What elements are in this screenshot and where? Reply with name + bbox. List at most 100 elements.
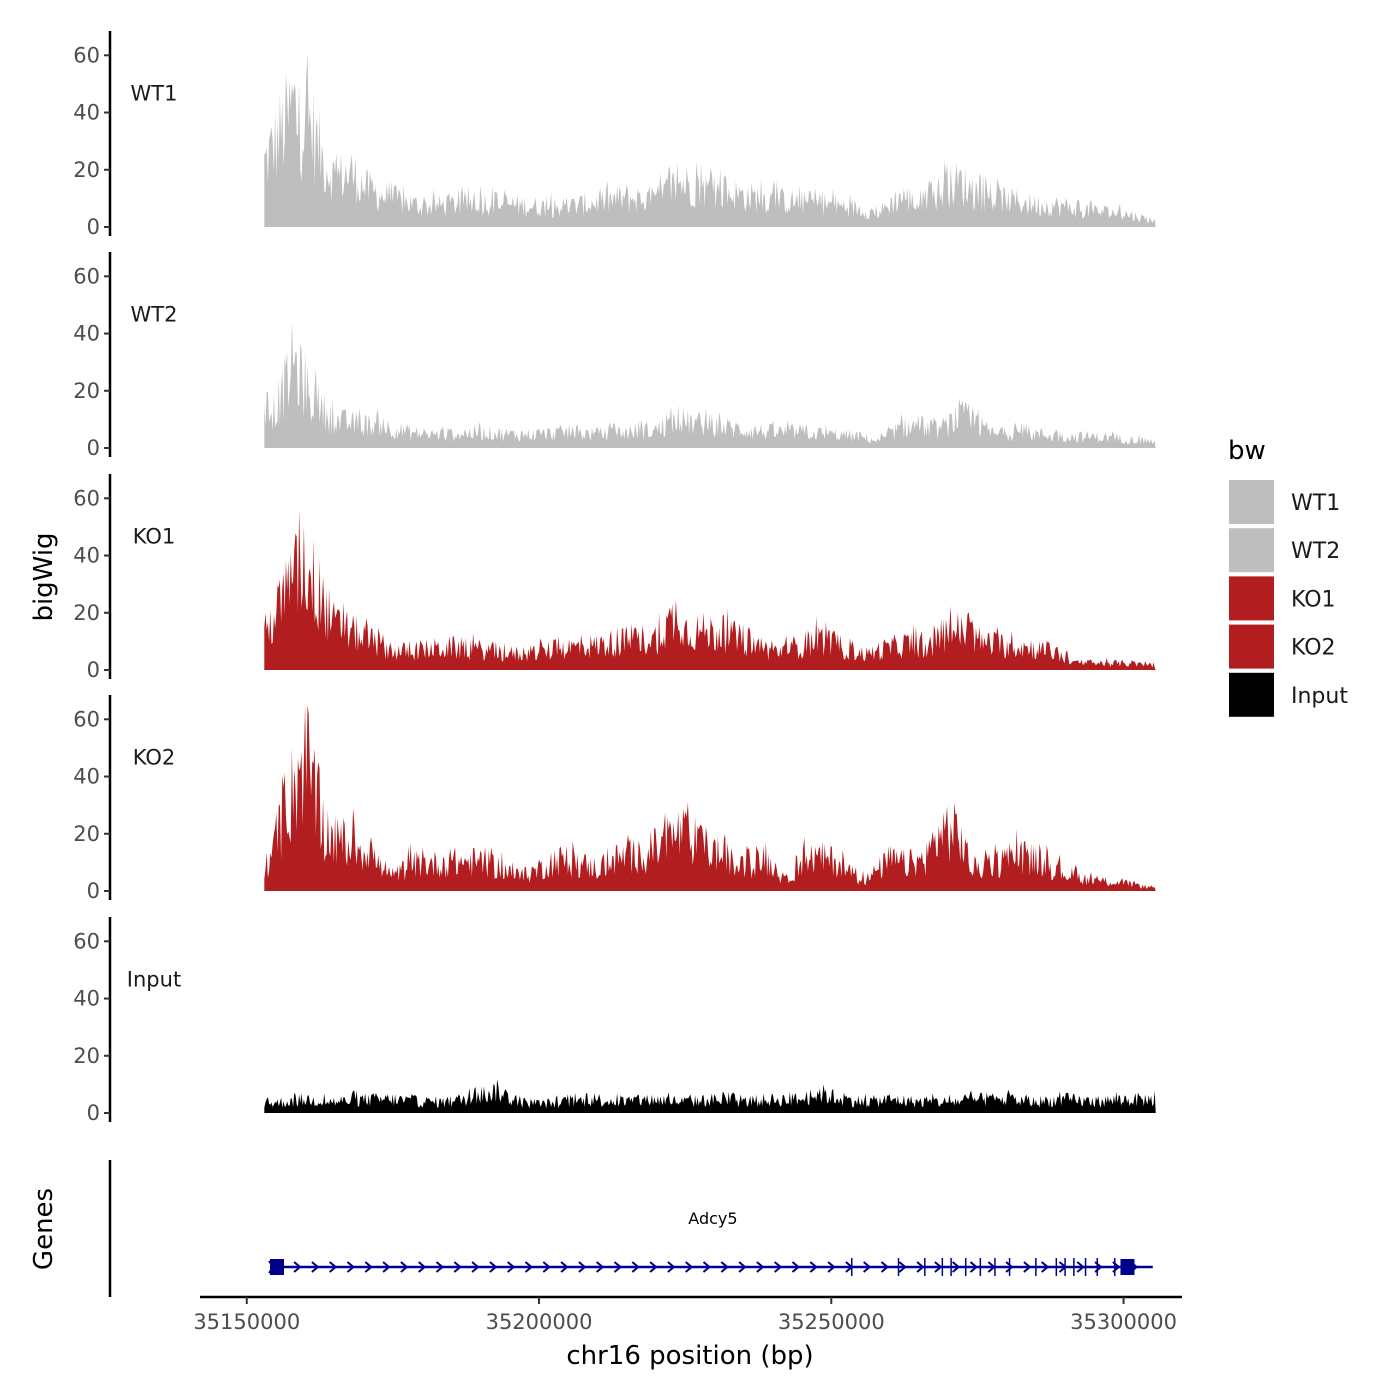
legend-label: WT2 [1291,539,1340,564]
strand-arrow [685,1261,694,1273]
gene-adcy5: Adcy5 [268,1209,1153,1276]
y-tick-label: 60 [73,707,100,731]
legend: WT1 WT2 KO1 KO2 Input [1229,480,1348,717]
gene-track-title: Genes [29,1188,59,1270]
strand-arrow [1005,1261,1014,1273]
strand-arrow [809,1261,818,1273]
strand-arrow [1076,1261,1085,1273]
y-tick-label: 40 [73,101,100,125]
strand-arrow [631,1261,640,1273]
y-tick-label: 60 [73,43,100,67]
strand-arrow [364,1261,373,1273]
track-label-wt2: WT2 [131,303,178,327]
strand-arrow [596,1261,605,1273]
strand-arrow [774,1261,783,1273]
strand-arrow [418,1261,427,1273]
legend-swatch [1229,480,1274,524]
track-label-ko2: KO2 [133,746,176,770]
x-tick-label: 35200000 [486,1310,593,1334]
y-tick-label: 20 [73,1044,100,1068]
y-tick-label: 60 [73,486,100,510]
strand-arrow [560,1261,569,1273]
y-tick-label: 0 [87,879,100,903]
legend-label: KO1 [1291,587,1336,612]
strand-arrow [382,1261,391,1273]
y-axis-title: bigWig [29,532,59,621]
strand-arrow [311,1261,320,1273]
y-tick-label: 40 [73,544,100,568]
track-wt2: 0 20 40 60 WT2 [73,252,1156,460]
legend-swatch [1229,576,1274,621]
exon [269,1259,284,1275]
strand-arrow [471,1261,480,1273]
y-tick-label: 20 [73,379,100,403]
x-axis-title: chr16 position (bp) [566,1341,813,1371]
y-tick-label: 20 [73,601,100,625]
strand-arrow [916,1261,925,1273]
x-tick-label: 35250000 [778,1310,885,1334]
track-wt1: 0 20 40 60 WT1 [73,31,1156,239]
strand-arrow [898,1261,907,1273]
strand-arrow [738,1261,747,1273]
strand-arrow [827,1261,836,1273]
y-tick-label: 60 [73,264,100,288]
legend-title: bw [1228,436,1266,466]
strand-arrow [346,1261,356,1273]
track-label-ko1: KO1 [133,525,176,549]
y-tick-label: 20 [73,158,100,182]
strand-arrow [1041,1261,1050,1273]
legend-item-wt1: WT1 [1229,480,1340,524]
strand-arrow [329,1261,338,1273]
legend-swatch [1229,528,1274,573]
legend-label: KO2 [1291,636,1336,661]
track-ko2: 0 20 40 60 KO2 [73,695,1156,903]
coverage-area-wt1 [264,52,1156,228]
y-tick-label: 20 [73,822,100,846]
track-label-wt1: WT1 [131,82,178,106]
strand-arrow [934,1261,943,1273]
coverage-area-input [264,1079,1156,1113]
coverage-area-ko1 [264,509,1156,670]
strand-arrow [435,1261,445,1273]
legend-label: Input [1291,684,1348,709]
legend-swatch [1229,672,1274,717]
strand-arrow [542,1261,551,1273]
coverage-area-wt2 [264,320,1156,448]
legend-item-input: Input [1229,672,1348,717]
strand-arrow [720,1261,729,1273]
strand-arrow [400,1261,409,1273]
x-axis: 35150000 35200000 35250000 35300000 [193,1295,1182,1334]
strand-arrow [524,1261,534,1273]
y-tick-label: 60 [73,929,100,953]
legend-item-ko1: KO1 [1229,576,1336,621]
strand-arrow [756,1261,765,1273]
strand-arrow [791,1261,801,1273]
y-tick-label: 0 [87,436,100,460]
y-tick-label: 0 [87,658,100,682]
strand-arrow [1023,1261,1032,1273]
strand-arrow [969,1261,979,1273]
coverage-tracks: 0 20 40 60 WT1 0 20 40 60 WT2 0 20 40 60 KO1 0 20 40 60 KO2… [73,31,1156,1125]
track-input: 0 20 40 60 Input [73,917,1156,1125]
strand-arrow [613,1261,623,1273]
strand-arrow [702,1261,712,1273]
strand-arrow [507,1261,516,1273]
x-tick-label: 35300000 [1070,1310,1177,1334]
y-tick-label: 40 [73,765,100,789]
y-tick-label: 0 [87,215,100,239]
strand-arrow [489,1261,498,1273]
gene-name-label: Adcy5 [688,1209,737,1228]
legend-item-ko2: KO2 [1229,624,1336,669]
y-tick-label: 40 [73,987,100,1011]
track-label-input: Input [127,968,181,992]
strand-arrow [649,1261,658,1273]
y-tick-label: 0 [87,1101,100,1125]
strand-arrow [863,1261,872,1273]
exon [1120,1259,1135,1275]
strand-arrow [578,1261,587,1273]
strand-arrow [293,1261,302,1273]
legend-item-wt2: WT2 [1229,528,1340,573]
legend-label: WT1 [1291,491,1340,516]
gene-track: Adcy5 [108,1160,1153,1297]
